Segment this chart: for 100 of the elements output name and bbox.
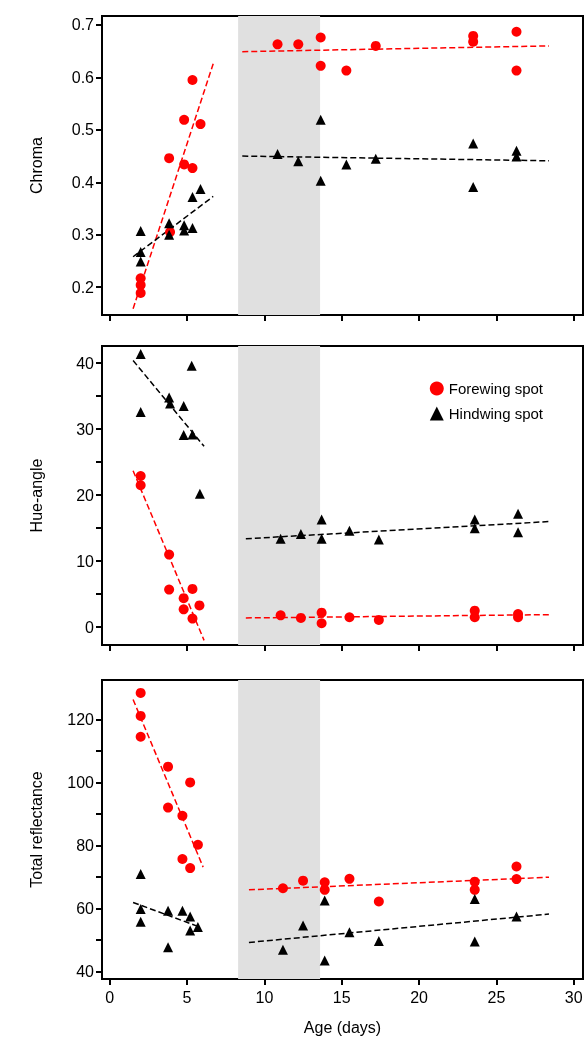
point (511, 26, 522, 37)
y-tick-label: 0.7 (71, 16, 95, 34)
point (298, 920, 309, 931)
point (277, 944, 288, 955)
y-tick-label: 10 (76, 552, 95, 570)
point (135, 348, 146, 359)
point (275, 610, 286, 621)
point (513, 527, 524, 538)
x-tick-label: 15 (332, 988, 351, 1006)
point (187, 75, 198, 85)
point (275, 533, 286, 544)
point (192, 922, 203, 933)
point (195, 184, 206, 195)
point (192, 839, 203, 850)
point (135, 247, 146, 258)
point (344, 612, 355, 623)
point (319, 955, 330, 966)
y-axis-title: Chroma (27, 136, 45, 194)
point (272, 39, 283, 50)
point (370, 40, 381, 51)
point (135, 869, 146, 880)
point (344, 873, 355, 884)
point (185, 777, 196, 788)
y-axis-title: Hue-angle (27, 458, 45, 533)
point (164, 584, 175, 595)
point (293, 39, 304, 50)
x-tick-label: 30 (564, 988, 583, 1006)
point (185, 863, 196, 874)
point (186, 360, 197, 371)
point (469, 514, 480, 525)
x-tick-label: 5 (182, 988, 192, 1006)
y-axis-title: Total reflectance (27, 771, 45, 888)
point (187, 613, 198, 624)
point (185, 925, 196, 936)
point (163, 761, 174, 772)
point (135, 710, 146, 721)
y-tick-label: 0.4 (71, 173, 95, 191)
point (272, 148, 283, 159)
point (185, 911, 196, 922)
point (316, 533, 327, 544)
point (178, 401, 189, 412)
point (179, 114, 190, 125)
point (187, 583, 198, 594)
point (177, 853, 188, 864)
y-tick-label: 0.2 (71, 278, 95, 296)
point (315, 60, 326, 71)
x-tick-label: 25 (487, 988, 506, 1006)
point (295, 529, 306, 540)
point (341, 65, 352, 76)
y-tick-label: 0.3 (71, 226, 95, 244)
point (187, 191, 198, 202)
y-tick-label: 0.6 (71, 68, 95, 86)
point (194, 600, 205, 611)
point (178, 604, 189, 615)
point (163, 905, 174, 916)
point (164, 549, 175, 560)
point (373, 896, 384, 907)
point (277, 883, 288, 894)
point (319, 895, 330, 906)
point (373, 614, 384, 625)
point (178, 593, 189, 604)
y-tick-label: 60 (76, 899, 95, 917)
point (295, 612, 306, 623)
point (135, 480, 146, 491)
point (315, 32, 326, 43)
point (135, 904, 146, 915)
point (163, 802, 174, 813)
point (177, 810, 188, 821)
point (341, 159, 352, 170)
point (511, 874, 522, 885)
point (187, 429, 198, 440)
point (164, 153, 175, 164)
y-tick-label: 30 (76, 420, 95, 438)
point (316, 607, 327, 618)
point (373, 935, 384, 946)
point (511, 65, 522, 76)
y-tick-label: 40 (76, 962, 95, 980)
point (315, 175, 326, 186)
point (135, 256, 146, 267)
point (135, 226, 146, 237)
point (135, 916, 146, 927)
point (194, 488, 205, 499)
point (511, 861, 522, 872)
point (195, 119, 206, 130)
point (164, 218, 175, 229)
legend-label: Hindwing spot (448, 405, 544, 422)
point (187, 222, 198, 233)
point (135, 687, 146, 698)
point (177, 905, 188, 916)
y-tick-label: 0 (85, 618, 95, 636)
point (468, 138, 479, 149)
x-axis-title: Age (days) (303, 1018, 382, 1036)
point (135, 407, 146, 417)
point (469, 523, 480, 534)
point (316, 514, 327, 525)
point (163, 942, 174, 953)
point (178, 430, 189, 441)
y-tick-label: 20 (76, 486, 95, 504)
point (468, 182, 479, 193)
point (135, 471, 146, 482)
